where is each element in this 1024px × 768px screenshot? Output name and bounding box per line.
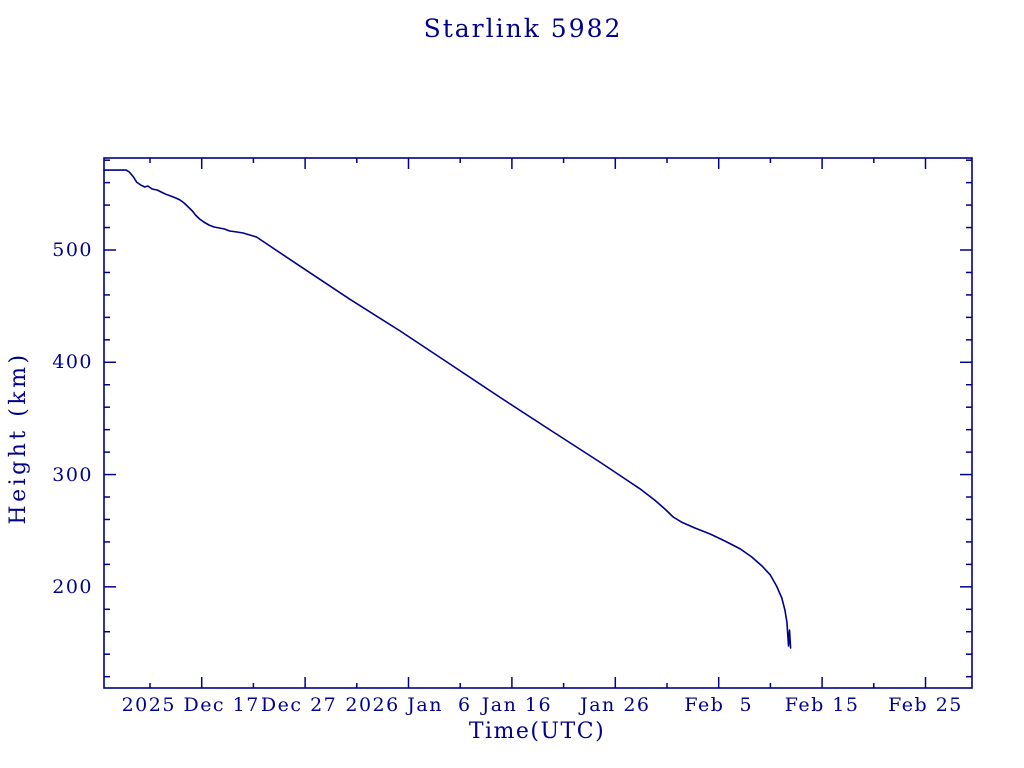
- y-tick-label: 200: [52, 575, 93, 598]
- y-tick-label: 400: [52, 351, 93, 374]
- y-tick-label: 300: [52, 463, 93, 486]
- x-tick-label: 2025 Dec 17: [121, 694, 260, 716]
- height-curve: [103, 169, 792, 649]
- axes-box: [103, 157, 973, 689]
- x-tick-label: Feb 25: [888, 694, 963, 716]
- chart-title: Starlink 5982: [423, 14, 623, 43]
- x-tick-label: Jan 16: [481, 694, 553, 716]
- x-tick-label: Feb 5: [684, 694, 754, 716]
- y-tick-label: 500: [52, 239, 93, 261]
- x-tick-label: Dec 27: [260, 694, 338, 716]
- x-tick-label: 2026 Jan 6: [345, 694, 472, 716]
- x-tick-label: Jan 26: [580, 694, 651, 716]
- x-tick-label: Feb 15: [784, 694, 860, 716]
- x-axis-title: Time(UTC): [468, 719, 606, 744]
